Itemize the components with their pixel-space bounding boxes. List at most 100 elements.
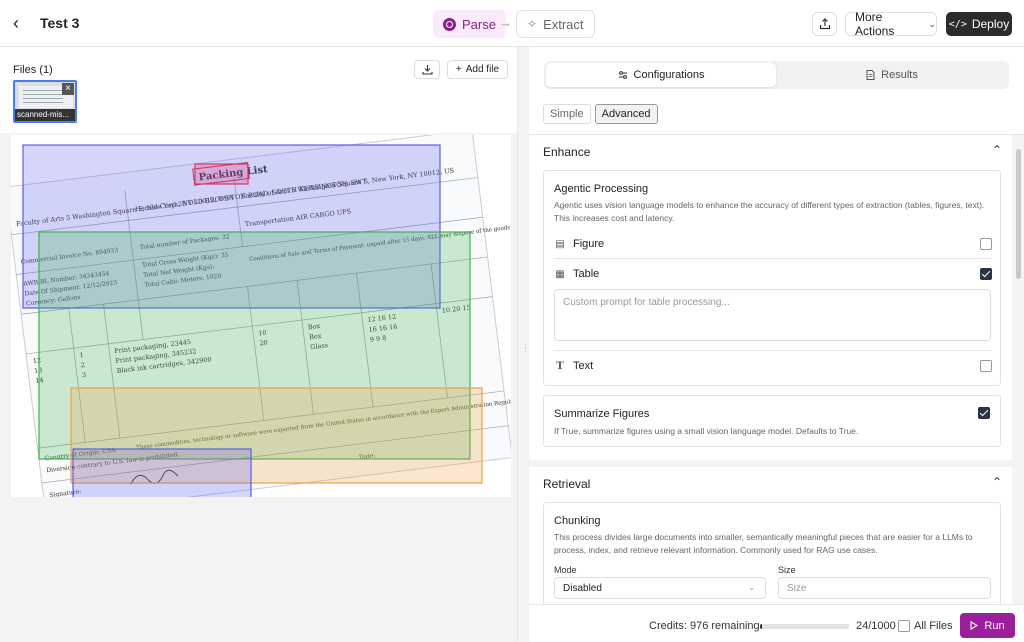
share-button[interactable]	[812, 12, 837, 36]
credits-progress	[760, 624, 849, 629]
section-retrieval-header[interactable]: Retrieval ⌃	[529, 467, 1012, 501]
document-viewer: Packing List Faculty of Arts 5 Washingto…	[0, 133, 517, 642]
parse-icon	[443, 17, 456, 31]
chunking-title: Chunking	[554, 515, 601, 527]
mode-select-value: Disabled	[563, 582, 602, 594]
section-enhance-header[interactable]: Enhance ⌃	[529, 135, 1012, 169]
more-actions-label: More Actions	[855, 10, 895, 38]
table-icon: ▦	[555, 268, 565, 280]
section-enhance-title: Enhance	[543, 145, 591, 159]
doc-date-label: Date:	[359, 452, 376, 461]
step-parse[interactable]: Parse	[433, 10, 506, 38]
doc-row-2-type: Box	[309, 332, 323, 341]
top-bar: ‹ Test 3 Parse → ✧ Extract More Actions …	[0, 0, 1024, 47]
more-actions-button[interactable]: More Actions ⌄	[845, 10, 937, 38]
doc-row-2-line: 13	[34, 366, 43, 375]
doc-row-1-type: Box	[307, 322, 321, 331]
agentic-title: Agentic Processing	[554, 183, 649, 195]
doc-row-1-line: 12	[32, 356, 41, 365]
all-files-checkbox[interactable]	[898, 620, 910, 632]
agentic-description: Agentic uses vision language models to e…	[554, 200, 985, 223]
play-icon	[970, 621, 979, 630]
bottom-bar: Credits: 976 remaining 24/1000 All Files…	[529, 604, 1024, 642]
size-placeholder: Size	[787, 582, 807, 594]
file-name: scanned-mis...	[15, 109, 75, 121]
divider	[554, 350, 992, 351]
doc-row-3-type: Glass	[310, 341, 329, 351]
step-extract[interactable]: ✧ Extract	[516, 10, 595, 38]
mode-simple[interactable]: Simple	[543, 104, 591, 124]
agentic-processing-card: Agentic Processing Agentic uses vision l…	[543, 170, 1001, 386]
doc-row-1-qty: 10	[258, 328, 267, 337]
chevron-down-icon: ⌄	[748, 583, 755, 592]
grip-icon: ⋮	[521, 343, 530, 353]
download-icon	[421, 65, 433, 75]
region-box-text[interactable]	[22, 144, 441, 309]
doc-row-3-item: 3	[82, 371, 87, 379]
doc-signature: Signature:	[49, 488, 82, 497]
run-label: Run	[984, 619, 1005, 632]
tab-results[interactable]: Results	[777, 63, 1007, 87]
scrollbar[interactable]	[1013, 135, 1024, 604]
mode-advanced[interactable]: Advanced	[594, 104, 658, 124]
figure-checkbox[interactable]	[980, 238, 992, 250]
region-box-title[interactable]	[194, 163, 249, 185]
credits-progress-fill	[760, 624, 763, 629]
option-figure[interactable]: ▤ Figure	[554, 230, 992, 258]
region-box-table[interactable]	[38, 231, 471, 460]
scrollbar-thumb[interactable]	[1016, 149, 1021, 279]
chevron-up-icon[interactable]: ⌃	[991, 475, 1002, 489]
chevron-down-icon: ⌄	[928, 18, 936, 29]
run-button[interactable]: Run	[960, 613, 1015, 638]
plus-icon: +	[455, 64, 462, 75]
table-checkbox[interactable]	[980, 268, 992, 280]
table-prompt-placeholder: Custom prompt for table processing...	[563, 297, 730, 308]
text-icon: T	[556, 360, 564, 372]
option-table[interactable]: ▦ Table	[554, 260, 992, 288]
page-title: Test 3	[40, 15, 80, 31]
deploy-button[interactable]: </> Deploy	[946, 12, 1012, 36]
region-box-footer[interactable]	[70, 387, 483, 484]
download-button[interactable]	[414, 60, 440, 79]
table-prompt-input[interactable]: Custom prompt for table processing...	[554, 289, 991, 341]
doc-row-2-dims: 16 16 16	[368, 322, 398, 333]
scanned-document: Packing List Faculty of Arts 5 Washingto…	[11, 135, 511, 497]
back-arrow-icon[interactable]: ‹	[13, 12, 19, 33]
panel-tabs: Configurations Results	[544, 61, 1009, 89]
step-extract-label: Extract	[543, 16, 584, 32]
tab-configurations[interactable]: Configurations	[546, 63, 776, 87]
credits-ratio: 24/1000	[856, 620, 896, 632]
mode-toggle: Simple Advanced	[543, 104, 658, 124]
size-input[interactable]: Size	[778, 577, 991, 599]
remove-file-icon[interactable]: ×	[62, 83, 74, 95]
option-text[interactable]: T Text	[554, 352, 992, 380]
region-box-signature[interactable]	[72, 448, 252, 497]
size-label: Size	[778, 565, 796, 575]
add-file-button[interactable]: + Add file	[447, 60, 508, 79]
tab-results-label: Results	[881, 69, 918, 81]
mode-label: Mode	[554, 565, 577, 575]
summarize-checkbox[interactable]	[978, 407, 990, 419]
sparkle-icon: ✧	[527, 17, 538, 31]
pane-resize-handle[interactable]: ⋮	[517, 47, 530, 642]
code-icon: </>	[948, 18, 967, 30]
step-parse-label: Parse	[462, 16, 496, 32]
share-icon	[819, 18, 830, 30]
credits-remaining: Credits: 976 remaining	[649, 620, 760, 632]
config-scroll-area[interactable]: Enhance ⌃ Agentic Processing Agentic use…	[529, 134, 1024, 604]
sliders-icon	[618, 71, 627, 79]
option-figure-label: Figure	[573, 238, 605, 250]
divider	[554, 258, 992, 259]
files-count-label: Files (1)	[13, 64, 53, 76]
file-thumbnail[interactable]: × scanned-mis...	[13, 80, 77, 123]
doc-row-3-dims: 9 9 8	[369, 334, 386, 344]
chevron-up-icon[interactable]: ⌃	[991, 143, 1002, 157]
mode-select[interactable]: Disabled ⌄	[554, 577, 766, 599]
doc-kgs: 10 20 15	[441, 303, 471, 314]
option-table-label: Table	[573, 268, 600, 280]
section-retrieval-title: Retrieval	[543, 477, 591, 491]
chunking-card: Chunking This process divides large docu…	[543, 502, 1001, 604]
chunking-description: This process divides large documents int…	[554, 532, 973, 555]
summarize-description: If True, summarize figures using a small…	[554, 426, 859, 436]
text-checkbox[interactable]	[980, 360, 992, 372]
